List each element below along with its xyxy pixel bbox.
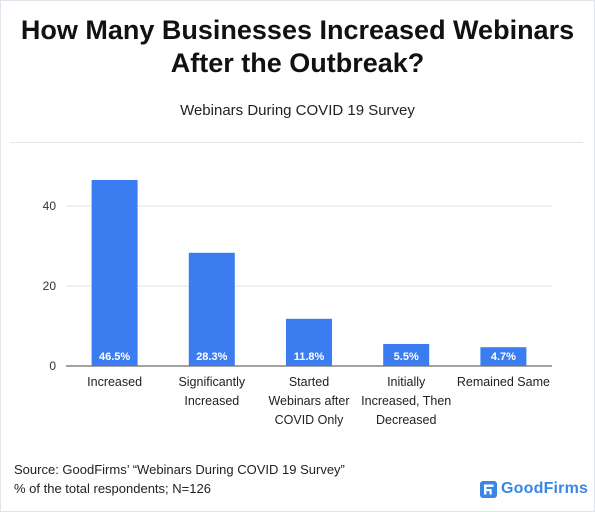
x-tick-label: Initially [387,375,426,389]
logo-text: GoodFirms [501,480,589,497]
y-tick-label: 40 [43,199,57,213]
y-tick-label: 0 [49,359,56,373]
y-tick-label: 20 [43,279,57,293]
chart-title: Webinars During COVID 19 Survey [180,102,415,119]
page-title: How Many Businesses Increased Webinars A… [0,14,595,80]
data-label: 46.5% [99,351,130,363]
x-tick-label: Decreased [376,413,436,427]
x-tick-label: Increased [87,375,142,389]
x-tick-label: Webinars after [268,394,349,408]
page-title-line-2: After the Outbreak? [170,48,425,78]
data-label: 11.8% [294,351,325,363]
source-line-2: % of the total respondents; N=126 [14,481,211,496]
x-tick-label: Remained Same [457,375,550,389]
x-tick-label: COVID Only [275,413,345,427]
x-tick-label: Increased, Then [361,394,451,408]
data-label: 4.7% [491,351,516,363]
bar [188,252,235,366]
bar [383,344,430,366]
page-title-line-1: How Many Businesses Increased Webinars [20,15,575,45]
source-line-1: Source: GoodFirms’ “Webinars During COVI… [14,462,345,477]
goodfirms-logo-icon [480,480,497,498]
divider [10,142,583,143]
data-label: 28.3% [196,351,227,363]
bar [286,318,332,366]
x-tick-label: Significantly [178,375,245,389]
bar [480,347,527,366]
goodfirms-logo: GoodFirms [480,480,588,498]
source-note: Source: GoodFirms’ “Webinars During COVI… [14,460,345,498]
x-tick-label: Increased [184,394,239,408]
bar [91,180,138,366]
data-label: 5.5% [394,351,419,363]
x-tick-label: Started [289,375,329,389]
